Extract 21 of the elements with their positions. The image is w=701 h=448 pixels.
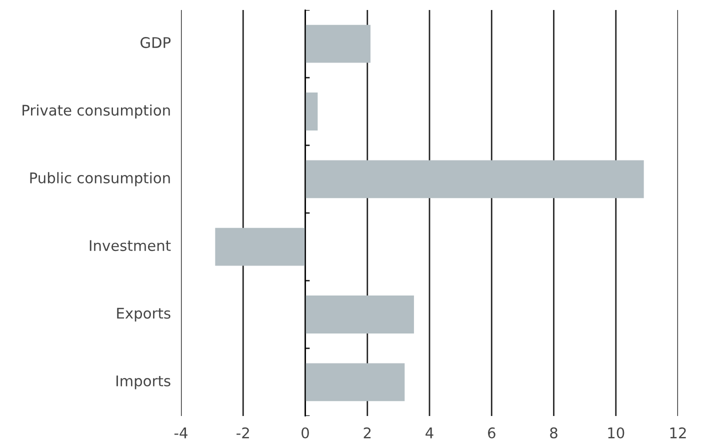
bar (305, 363, 405, 402)
y-tick-label: Private consumption (22, 104, 170, 119)
bar (305, 24, 370, 63)
bar (305, 92, 318, 130)
y-tick-label: Exports (117, 308, 170, 322)
x-tick-label: 10 (608, 427, 624, 438)
y-tick-label: Imports (116, 376, 170, 390)
x-tick-label: 12 (670, 427, 686, 438)
bar (305, 160, 644, 198)
x-tick-label: 2 (364, 427, 371, 438)
bar (305, 296, 414, 334)
x-tick-label: -2 (236, 427, 249, 438)
bar (215, 228, 306, 266)
x-tick-label: 0 (302, 427, 309, 438)
y-tick-label: GDP (140, 37, 171, 48)
y-tick-label: Investment (90, 240, 171, 252)
x-tick-label: 6 (488, 427, 496, 438)
y-tick-label: Public consumption (30, 172, 170, 186)
x-tick-label: 4 (426, 428, 434, 438)
x-tick-label: 8 (550, 427, 558, 438)
x-tick-label: -4 (174, 428, 188, 438)
